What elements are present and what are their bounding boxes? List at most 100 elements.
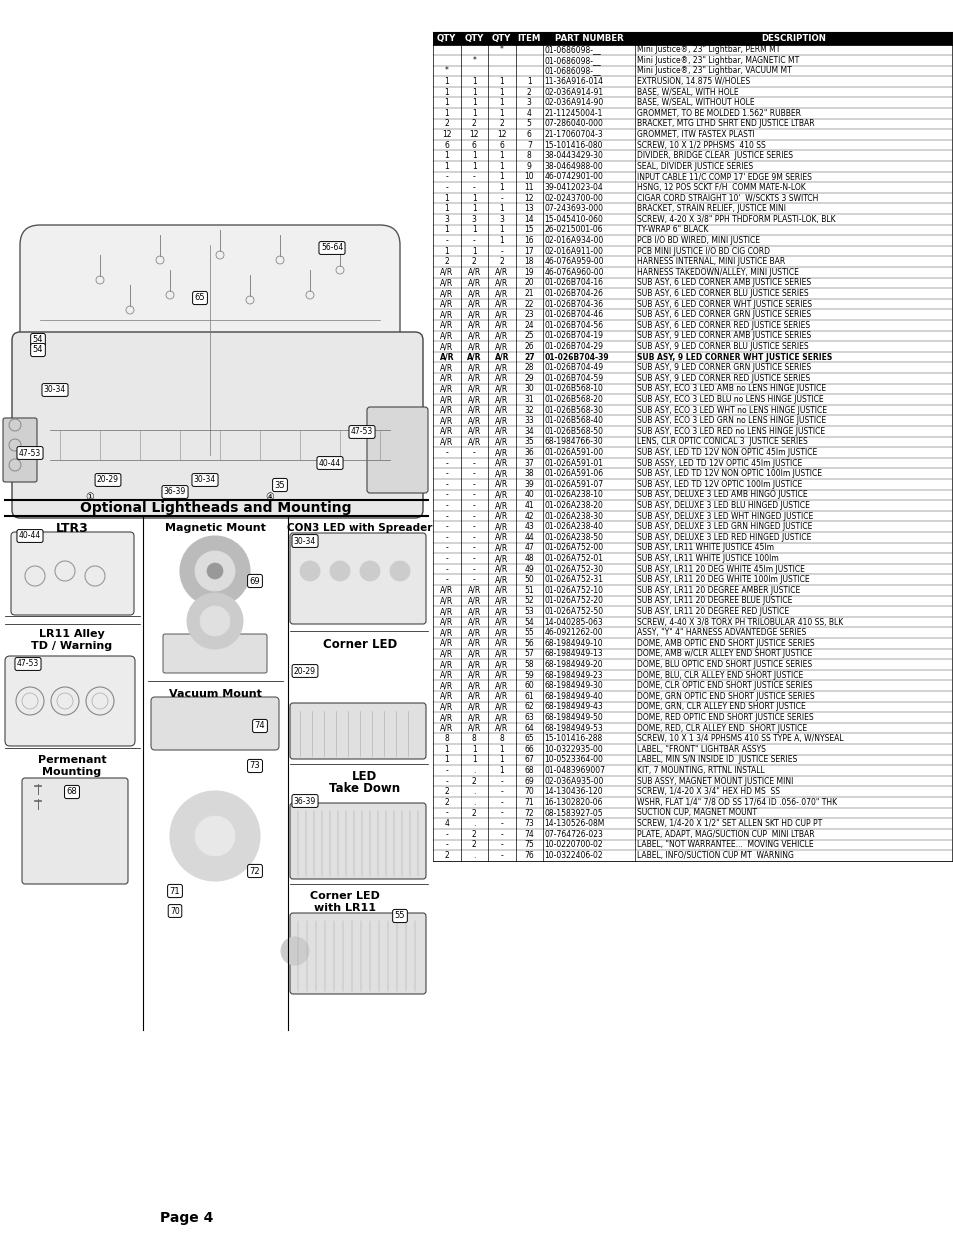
Text: SEAL, DIVIDER JUSTICE SERIES: SEAL, DIVIDER JUSTICE SERIES xyxy=(637,162,752,170)
Text: 1: 1 xyxy=(472,162,476,170)
Text: A/R: A/R xyxy=(439,416,453,425)
Text: ①: ① xyxy=(86,492,94,501)
Text: 68-1984949-30: 68-1984949-30 xyxy=(544,682,602,690)
Text: 6: 6 xyxy=(472,141,476,149)
Text: -: - xyxy=(473,555,476,563)
Text: A/R: A/R xyxy=(495,416,508,425)
Text: SCREW, 4-20 X 3/8" PPH THDFORM PLASTI-LOK, BLK: SCREW, 4-20 X 3/8" PPH THDFORM PLASTI-LO… xyxy=(637,215,835,224)
Text: 24: 24 xyxy=(524,321,534,330)
Text: A/R: A/R xyxy=(439,437,453,447)
Text: PART NUMBER: PART NUMBER xyxy=(555,33,623,43)
Text: 2: 2 xyxy=(444,851,449,860)
Text: SCREW, 1/4-20 X 1/2" SET ALLEN SKT HD CUP PT: SCREW, 1/4-20 X 1/2" SET ALLEN SKT HD CU… xyxy=(637,819,821,829)
Circle shape xyxy=(359,561,379,580)
Text: 01-026A238-20: 01-026A238-20 xyxy=(544,501,602,510)
Text: 2: 2 xyxy=(472,257,476,267)
Circle shape xyxy=(299,561,319,580)
Text: A/R: A/R xyxy=(467,395,480,404)
Text: -: - xyxy=(445,501,448,510)
Text: A/R: A/R xyxy=(467,353,481,362)
Circle shape xyxy=(390,561,410,580)
Text: A/R: A/R xyxy=(495,427,508,436)
Text: A/R: A/R xyxy=(495,638,508,648)
Text: A/R: A/R xyxy=(439,585,453,595)
Text: -: - xyxy=(500,809,502,818)
Text: BRACKET, STRAIN RELIEF, JUSTICE MINI: BRACKET, STRAIN RELIEF, JUSTICE MINI xyxy=(637,204,785,214)
Text: 1: 1 xyxy=(472,99,476,107)
Text: CIGAR CORD STRAIGHT 10'  W/SCKTS 3 SWITCH: CIGAR CORD STRAIGHT 10' W/SCKTS 3 SWITCH xyxy=(637,194,818,203)
Circle shape xyxy=(194,551,234,592)
Text: A/R: A/R xyxy=(439,671,453,679)
Text: 68-1984949-13: 68-1984949-13 xyxy=(544,650,602,658)
Text: A/R: A/R xyxy=(439,363,453,372)
Text: DOME, GRN, CLR ALLEY END SHORT JUSTICE: DOME, GRN, CLR ALLEY END SHORT JUSTICE xyxy=(637,703,805,711)
Text: 14: 14 xyxy=(524,215,534,224)
Text: DOME, BLU, CLR ALLEY END SHORT JUSTICE: DOME, BLU, CLR ALLEY END SHORT JUSTICE xyxy=(637,671,802,679)
Text: Corner LED: Corner LED xyxy=(310,890,379,902)
Text: 50: 50 xyxy=(524,576,534,584)
Text: Corner LED: Corner LED xyxy=(322,637,396,651)
Text: A/R: A/R xyxy=(495,448,508,457)
Text: 1: 1 xyxy=(498,173,503,182)
Text: ASSY, "Y" 4" HARNESS ADVANTEDGE SERIES: ASSY, "Y" 4" HARNESS ADVANTEDGE SERIES xyxy=(637,629,805,637)
Text: -: - xyxy=(500,819,502,829)
Text: A/R: A/R xyxy=(495,395,508,404)
Text: 01-026B704-19: 01-026B704-19 xyxy=(544,331,603,341)
Text: 01-026B704-56: 01-026B704-56 xyxy=(544,321,603,330)
Text: 31: 31 xyxy=(524,395,534,404)
Text: A/R: A/R xyxy=(439,331,453,341)
Text: A/R: A/R xyxy=(495,384,508,394)
Text: 01-026B568-20: 01-026B568-20 xyxy=(544,395,602,404)
Text: LABEL, "FRONT" LIGHTBAR ASSYS: LABEL, "FRONT" LIGHTBAR ASSYS xyxy=(637,745,765,753)
Text: 47-53: 47-53 xyxy=(19,448,41,457)
Text: SUB ASY, LR11 20 DEG WHITE 45lm JUSTICE: SUB ASY, LR11 20 DEG WHITE 45lm JUSTICE xyxy=(637,564,804,574)
Text: 12: 12 xyxy=(441,130,451,140)
Text: LABEL, INFO/SUCTION CUP MT  WARNING: LABEL, INFO/SUCTION CUP MT WARNING xyxy=(637,851,793,860)
Text: SUCTION CUP, MAGNET MOUNT: SUCTION CUP, MAGNET MOUNT xyxy=(637,809,756,818)
Text: 21-11245004-1: 21-11245004-1 xyxy=(544,109,602,117)
Text: 01-026A752-00: 01-026A752-00 xyxy=(544,543,603,552)
Text: 69: 69 xyxy=(524,777,534,785)
Text: 40: 40 xyxy=(524,490,534,499)
Circle shape xyxy=(281,937,309,965)
Text: 02-036A914-91: 02-036A914-91 xyxy=(544,88,603,96)
Text: 39-0412023-04: 39-0412023-04 xyxy=(544,183,602,193)
Text: Take Down: Take Down xyxy=(329,782,400,794)
Text: A/R: A/R xyxy=(439,310,453,320)
Text: A/R: A/R xyxy=(439,724,453,732)
Text: A/R: A/R xyxy=(439,638,453,648)
Text: BRACKET, MTG LTHD SHRT END JUSTICE LTBAR: BRACKET, MTG LTHD SHRT END JUSTICE LTBAR xyxy=(637,120,814,128)
Text: 68-1984949-23: 68-1984949-23 xyxy=(544,671,602,679)
Text: 62: 62 xyxy=(524,703,534,711)
Text: 74: 74 xyxy=(254,721,265,730)
Text: 01-026B568-40: 01-026B568-40 xyxy=(544,416,603,425)
Text: -: - xyxy=(473,532,476,542)
Text: DESCRIPTION: DESCRIPTION xyxy=(760,33,825,43)
Text: A/R: A/R xyxy=(439,406,453,415)
Text: -: - xyxy=(473,576,476,584)
Text: 25: 25 xyxy=(524,331,534,341)
Text: 02-0243700-00: 02-0243700-00 xyxy=(544,194,602,203)
Text: GROMMET, TO BE MOLDED 1.562" RUBBER: GROMMET, TO BE MOLDED 1.562" RUBBER xyxy=(637,109,801,117)
Text: -: - xyxy=(500,798,502,806)
Text: A/R: A/R xyxy=(467,585,480,595)
Text: A/R: A/R xyxy=(495,650,508,658)
Text: 1: 1 xyxy=(444,88,449,96)
Text: SUB ASY, ECO 3 LED BLU no LENS HINGE JUSTICE: SUB ASY, ECO 3 LED BLU no LENS HINGE JUS… xyxy=(637,395,822,404)
FancyBboxPatch shape xyxy=(290,913,426,994)
Text: A/R: A/R xyxy=(467,659,480,669)
Text: A/R: A/R xyxy=(495,682,508,690)
Text: 21-17060704-3: 21-17060704-3 xyxy=(544,130,602,140)
Text: SUB ASSY, LED TD 12V OPTIC 45lm JUSTICE: SUB ASSY, LED TD 12V OPTIC 45lm JUSTICE xyxy=(637,458,801,468)
Text: -: - xyxy=(445,448,448,457)
Text: 71: 71 xyxy=(524,798,534,806)
Text: 40-44: 40-44 xyxy=(318,458,341,468)
Text: 1: 1 xyxy=(444,247,449,256)
Text: 16-1302820-06: 16-1302820-06 xyxy=(544,798,602,806)
Text: A/R: A/R xyxy=(495,522,508,531)
Text: -: - xyxy=(445,522,448,531)
Circle shape xyxy=(200,606,230,636)
Text: A/R: A/R xyxy=(495,363,508,372)
Text: A/R: A/R xyxy=(495,490,508,499)
Text: 61: 61 xyxy=(524,692,534,701)
